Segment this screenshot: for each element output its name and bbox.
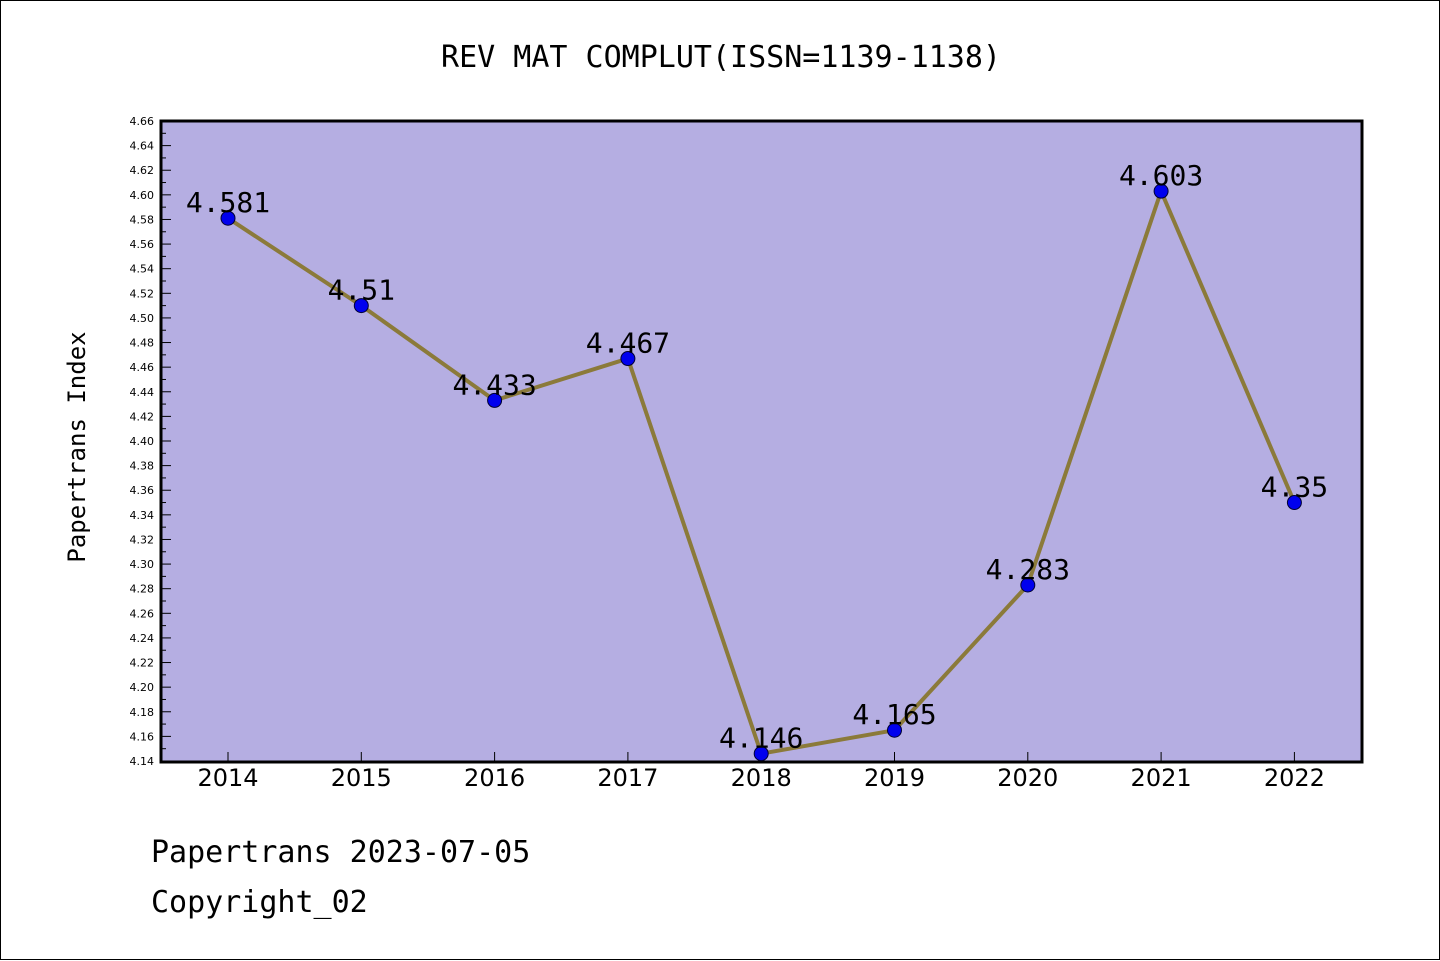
y-tick-label: 4.56 bbox=[130, 238, 155, 251]
x-tick-label: 2015 bbox=[331, 764, 392, 792]
y-tick-label: 4.38 bbox=[130, 460, 155, 473]
data-point bbox=[353, 298, 369, 314]
data-point bbox=[1153, 183, 1169, 199]
footer-copyright-line: Copyright_02 bbox=[151, 885, 368, 920]
y-tick-label: 4.62 bbox=[130, 164, 155, 177]
data-point bbox=[887, 722, 902, 738]
y-tick-label: 4.66 bbox=[130, 115, 155, 128]
plot-area bbox=[159, 119, 1364, 764]
x-tick-label: 2014 bbox=[197, 764, 258, 792]
data-label: 4.35 bbox=[1261, 471, 1328, 504]
y-tick-label: 4.24 bbox=[130, 632, 155, 645]
data-label: 4.581 bbox=[186, 186, 270, 219]
data-label: 4.433 bbox=[452, 368, 536, 401]
x-tick-label: 2017 bbox=[597, 764, 658, 792]
data-label: 4.165 bbox=[852, 698, 936, 731]
data-label: 4.603 bbox=[1119, 159, 1203, 192]
data-point bbox=[753, 746, 769, 762]
data-label: 4.146 bbox=[719, 722, 803, 755]
y-tick-label: 4.42 bbox=[130, 410, 155, 423]
y-axis: 4.14 4.16 4.18 4.20 4.22 4.24 4.26 4.28 4.30 4.32… bbox=[130, 115, 171, 768]
y-tick-label: 4.20 bbox=[130, 681, 155, 694]
footer-date-line: Papertrans 2023-07-05 bbox=[151, 835, 531, 870]
x-tick-label: 2021 bbox=[1131, 764, 1192, 792]
y-tick-label: 4.16 bbox=[130, 730, 155, 743]
data-label: 4.467 bbox=[586, 327, 670, 360]
y-tick-label: 4.54 bbox=[130, 263, 155, 276]
y-tick-label: 4.50 bbox=[130, 312, 155, 325]
y-tick-label: 4.30 bbox=[130, 558, 155, 571]
y-axis-title: Papertrans Index bbox=[63, 331, 91, 562]
data-point bbox=[620, 351, 636, 367]
x-tick-label: 2020 bbox=[997, 764, 1058, 792]
data-point bbox=[487, 392, 503, 408]
x-tick-label: 2019 bbox=[864, 764, 925, 792]
data-label: 4.51 bbox=[328, 274, 395, 307]
data-point bbox=[1286, 495, 1302, 511]
y-tick-label: 4.36 bbox=[130, 484, 155, 497]
y-tick-label: 4.46 bbox=[130, 361, 155, 374]
y-tick-label: 4.28 bbox=[130, 583, 155, 596]
y-tick-label: 4.14 bbox=[130, 755, 155, 768]
y-tick-label: 4.18 bbox=[130, 706, 155, 719]
data-series bbox=[220, 183, 1302, 762]
y-tick-label: 4.58 bbox=[130, 213, 155, 226]
y-tick-label: 4.26 bbox=[130, 607, 155, 620]
x-tick-label: 2016 bbox=[464, 764, 525, 792]
y-tick-label: 4.32 bbox=[130, 533, 155, 546]
data-point bbox=[1020, 577, 1036, 593]
y-tick-label: 4.64 bbox=[130, 140, 155, 153]
data-label: 4.283 bbox=[986, 553, 1070, 586]
y-tick-label: 4.48 bbox=[130, 337, 155, 350]
y-tick-label: 4.22 bbox=[130, 657, 155, 670]
data-labels: 4.581 4.51 4.433 4.467 4.146 4.165 4.283 4.603 4… bbox=[186, 159, 1328, 754]
x-axis: 2014 2015 2016 2017 2018 2019 2020 2021 2022 bbox=[197, 752, 1325, 792]
x-tick-label: 2018 bbox=[731, 764, 792, 792]
data-point bbox=[220, 210, 236, 226]
y-tick-label: 4.34 bbox=[130, 509, 155, 522]
y-tick-label: 4.52 bbox=[130, 287, 155, 300]
chart-title: REV MAT COMPLUT(ISSN=1139-1138) bbox=[441, 40, 1001, 75]
y-tick-label: 4.40 bbox=[130, 435, 155, 448]
y-tick-label: 4.60 bbox=[130, 189, 155, 202]
y-tick-label: 4.44 bbox=[130, 386, 155, 399]
x-tick-label: 2022 bbox=[1264, 764, 1325, 792]
